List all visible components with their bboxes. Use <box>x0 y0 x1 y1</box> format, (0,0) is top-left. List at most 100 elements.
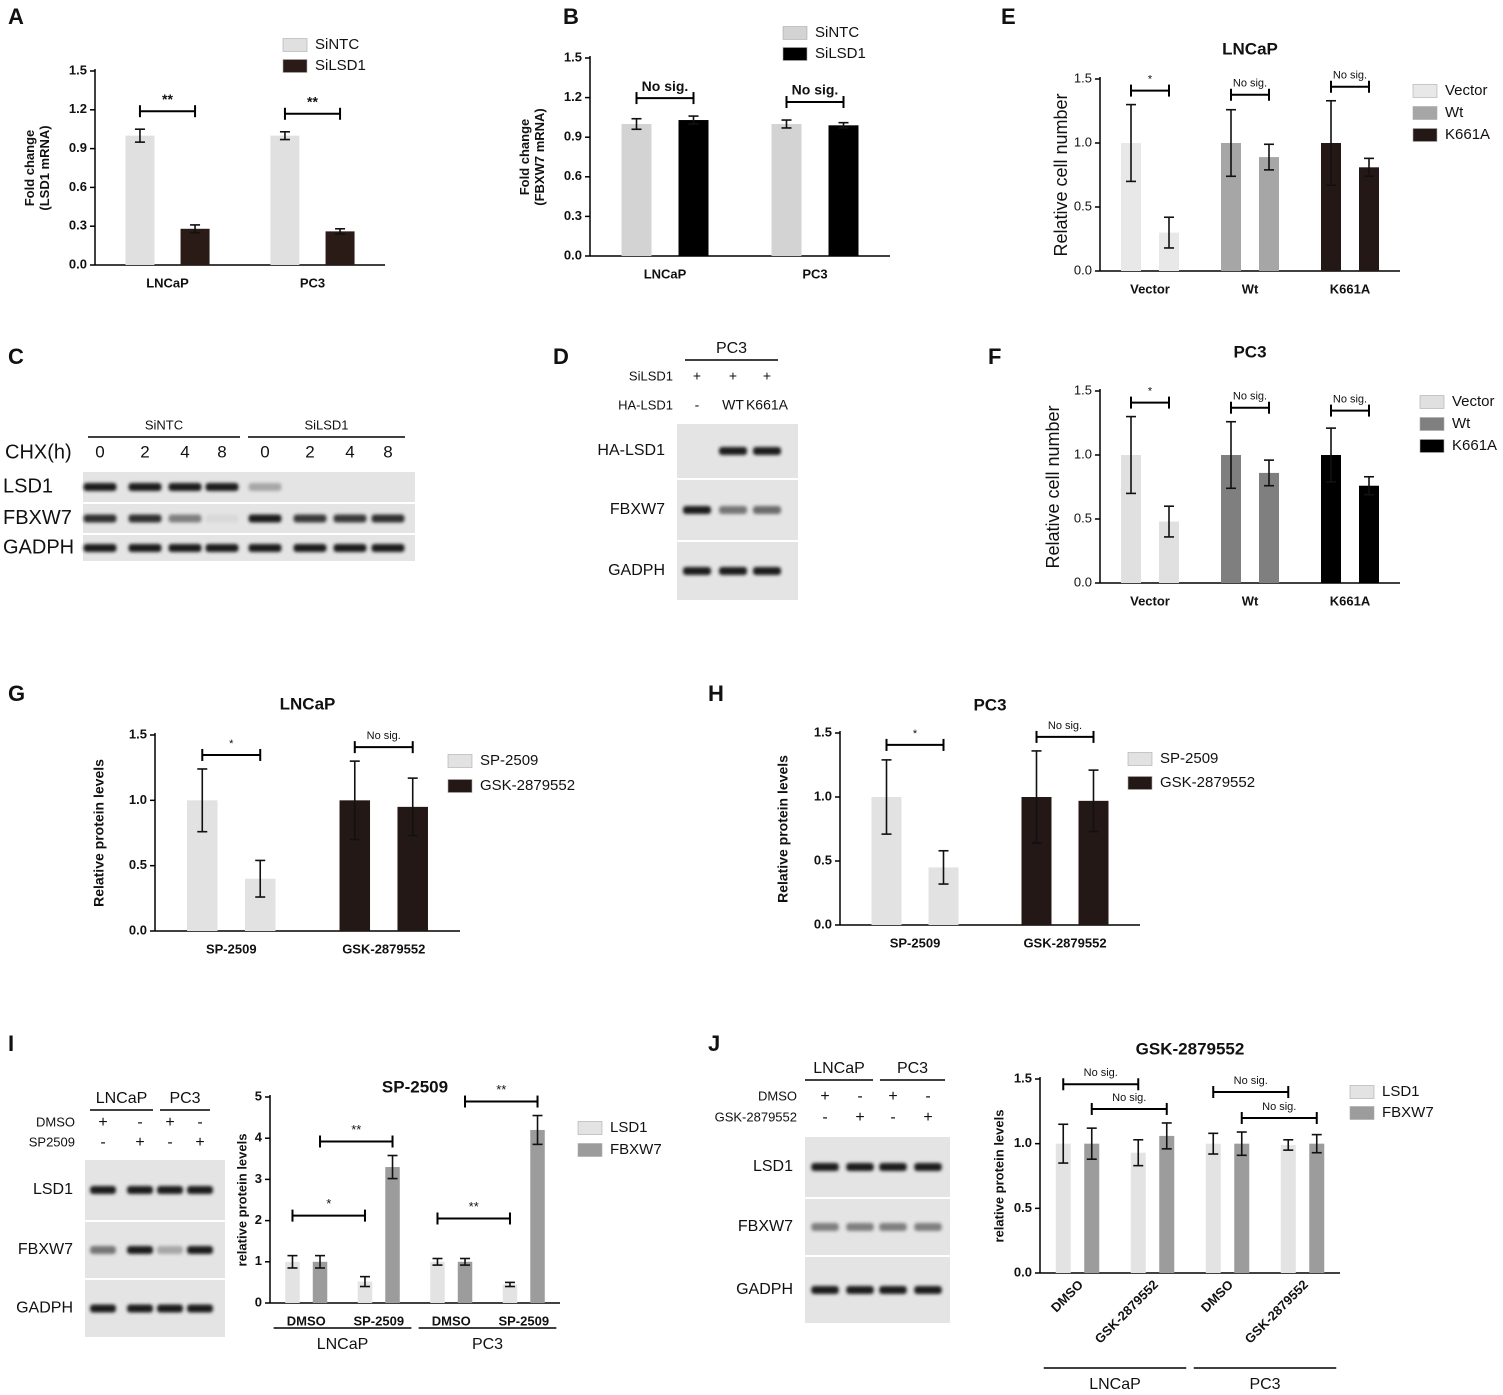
error-bar <box>1364 475 1374 496</box>
blot-band <box>333 544 367 552</box>
legend-swatch <box>1412 84 1438 98</box>
blot-row-label: LSD1 <box>33 1181 73 1198</box>
bar <box>430 1261 445 1303</box>
panel-letter: I <box>8 1031 14 1056</box>
significance-label: * <box>326 1196 331 1211</box>
condition-label: DMSO <box>36 1114 75 1129</box>
significance-label: ** <box>162 91 173 107</box>
significance-label: No sig. <box>367 730 401 742</box>
y-tick-label: 1.5 <box>1074 382 1092 397</box>
legend-swatch <box>1412 128 1438 142</box>
blot-row-label: GADPH <box>736 1281 793 1298</box>
significance-label: * <box>229 738 234 750</box>
legend-label: FBXW7 <box>1382 1104 1434 1121</box>
bar <box>1205 1143 1221 1273</box>
bar <box>1259 157 1279 271</box>
error-bar <box>134 128 145 143</box>
error-bar <box>881 759 892 835</box>
blot-row-label: FBXW7 <box>18 1241 73 1258</box>
blot-band <box>879 1286 907 1294</box>
error-bar <box>1164 505 1174 538</box>
bar <box>285 1261 300 1303</box>
y-axis-label: Relative cell number <box>1051 93 1071 256</box>
x-tick-label: PC3 <box>802 266 827 281</box>
y-tick-label: 1.5 <box>69 62 87 77</box>
blot-band <box>168 544 202 552</box>
chart-title: LNCaP <box>280 694 336 713</box>
legend-swatch <box>447 754 473 768</box>
blot-band <box>157 1246 183 1254</box>
condition-value: 8 <box>217 442 226 461</box>
blot-band <box>90 1304 116 1313</box>
condition-value: 2 <box>305 442 314 461</box>
blot-band <box>157 1186 183 1194</box>
condition-value: + <box>820 1088 829 1105</box>
error-bar <box>1126 103 1136 183</box>
error-bar <box>349 760 360 841</box>
group-label: LNCaP <box>317 1336 369 1353</box>
blot-band <box>753 447 781 455</box>
y-tick-label: 0.6 <box>69 179 87 194</box>
y-tick-label: 1.0 <box>1074 134 1092 149</box>
legend-label: SiLSD1 <box>315 57 366 74</box>
blot-group-label: PC3 <box>716 340 747 357</box>
y-tick-label: 0.5 <box>1074 198 1092 213</box>
blot-row-label: FBXW7 <box>3 507 72 529</box>
legend-label: Vector <box>1445 82 1488 99</box>
error-bar <box>287 1254 298 1269</box>
condition-value: + <box>693 368 701 384</box>
bar <box>1359 485 1379 583</box>
blot-band <box>205 483 239 491</box>
x-tick-label: SP-2509 <box>353 1313 404 1328</box>
x-tick-label: Vector <box>1130 281 1170 296</box>
legend-swatch <box>782 26 808 40</box>
bar <box>1280 1144 1296 1273</box>
blot-band <box>879 1163 907 1171</box>
legend-swatch <box>1349 1085 1375 1099</box>
y-tick-label: 1.0 <box>1074 446 1092 461</box>
y-axis-label: relative protein levels <box>234 1134 249 1267</box>
error-bar <box>1264 459 1274 487</box>
significance-label: No sig. <box>1233 391 1267 403</box>
significance-label: ** <box>496 1082 506 1097</box>
chart-title: GSK-2879552 <box>1136 1039 1245 1058</box>
significance-label: No sig. <box>1233 78 1267 90</box>
x-tick-label: K661A <box>1330 593 1371 608</box>
y-tick-label: 0.9 <box>564 129 582 144</box>
error-bar <box>190 224 201 234</box>
blot-band <box>187 1186 213 1194</box>
blot-band <box>90 1186 116 1194</box>
condition-value: 0 <box>95 442 104 461</box>
error-bar <box>532 1114 543 1146</box>
blot-row-label: LSD1 <box>3 475 53 497</box>
group-label: PC3 <box>472 1336 503 1353</box>
error-bar <box>1031 750 1042 844</box>
condition-value: - <box>890 1109 895 1126</box>
condition-value: + <box>195 1134 204 1151</box>
condition-label: GSK-2879552 <box>715 1109 797 1124</box>
error-bar <box>1283 1138 1294 1151</box>
bar <box>1359 167 1379 271</box>
bar <box>1159 1135 1175 1273</box>
condition-value: - <box>197 1114 202 1131</box>
significance-label: No sig. <box>1084 1067 1118 1079</box>
blot-band <box>293 514 327 523</box>
blot-band <box>128 483 162 491</box>
significance-label: * <box>1148 74 1153 86</box>
x-tick-label: GSK-2879552 <box>1242 1277 1311 1346</box>
y-tick-label: 1.5 <box>564 49 582 64</box>
blot-row-label: GADPH <box>16 1300 73 1317</box>
chart-title: PC3 <box>973 695 1006 714</box>
x-tick-label: DMSO <box>432 1313 471 1328</box>
bar <box>125 135 155 265</box>
blot-group-label: LNCaP <box>813 1060 865 1077</box>
condition-value: 8 <box>383 442 392 461</box>
condition-value: + <box>98 1114 107 1131</box>
error-bar <box>1126 415 1136 495</box>
legend-swatch <box>577 1121 603 1135</box>
condition-value: + <box>135 1134 144 1151</box>
blot-group-label: PC3 <box>169 1090 200 1107</box>
panel-letter: F <box>988 344 1001 369</box>
legend-swatch <box>282 38 308 52</box>
condition-value: + <box>729 368 737 384</box>
